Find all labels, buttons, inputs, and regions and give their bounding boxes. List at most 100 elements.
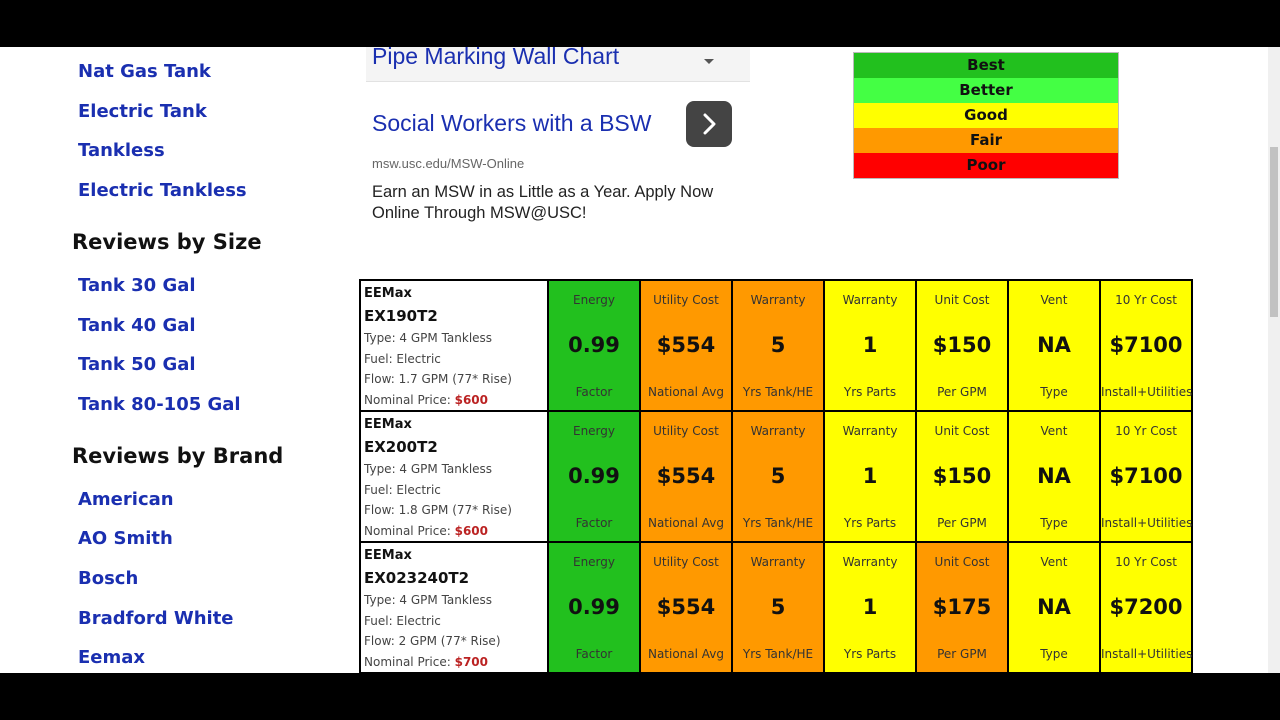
metric-label: Warranty — [750, 555, 806, 569]
metric-value: 1 — [862, 464, 878, 488]
rating-cell-body: 10 Yr Cost $7100 Install+Utilities — [1101, 281, 1192, 410]
rating-cell-body: Vent NA Type — [1009, 543, 1099, 672]
metric-value: $150 — [932, 464, 992, 488]
product-price-line: Nominal Price: $700 — [364, 655, 488, 669]
size-heading: Reviews by Size — [72, 230, 262, 254]
rating-cell: 10 Yr Cost $7100 Install+Utilities — [1099, 279, 1193, 412]
sidebar-link-nat-gas-tank[interactable]: Nat Gas Tank — [78, 61, 211, 82]
rating-cell: Warranty 5 Yrs Tank/HE — [731, 279, 825, 412]
table-row: EEMax EX023240T2 Type: 4 GPM Tankless Fuel:… — [359, 541, 1193, 673]
metric-label: Warranty — [842, 293, 898, 307]
metric-value: $7100 — [1109, 464, 1183, 488]
rating-cell: Vent NA Type — [1007, 541, 1101, 673]
rating-cell: Unit Cost $150 Per GPM — [915, 279, 1009, 412]
metric-label: Unit Cost — [934, 424, 990, 438]
legend-poor: Poor — [854, 153, 1118, 178]
rating-cell: Warranty 1 Yrs Parts — [823, 279, 917, 412]
metric-value: $150 — [932, 333, 992, 357]
sidebar-link-ao-smith[interactable]: AO Smith — [78, 528, 173, 549]
metric-label: Warranty — [842, 555, 898, 569]
metric-label: 10 Yr Cost — [1115, 424, 1177, 438]
sidebar-link-electric-tankless[interactable]: Electric Tankless — [78, 180, 247, 201]
chevron-down-icon — [704, 59, 714, 64]
metric-value: NA — [1037, 595, 1071, 619]
ad-title-link[interactable]: Social Workers with a BSW — [372, 110, 652, 136]
metric-label: Warranty — [750, 293, 806, 307]
metric-unit: Factor — [575, 516, 613, 530]
product-info-cell: EEMax EX200T2 Type: 4 GPM Tankless Fuel: El… — [359, 410, 549, 543]
legend-best: Best — [854, 53, 1118, 78]
metric-unit: Per GPM — [937, 385, 987, 399]
product-brand: EEMax — [364, 417, 412, 432]
ad-description: Earn an MSW in as Little as a Year. Appl… — [372, 183, 714, 222]
sidebar-link-tank-50[interactable]: Tank 50 Gal — [78, 354, 196, 375]
metric-unit: Factor — [575, 647, 613, 661]
rating-cell-body: Energy 0.99 Factor — [549, 281, 639, 410]
metric-label: 10 Yr Cost — [1115, 555, 1177, 569]
metric-label: Energy — [572, 424, 615, 438]
metric-value: 0.99 — [568, 464, 620, 488]
rating-cell: Utility Cost $554 National Avg — [639, 410, 733, 543]
sidebar-link-eemax[interactable]: Eemax — [78, 647, 146, 668]
metric-label: Energy — [572, 555, 615, 569]
sidebar-link-tank-30[interactable]: Tank 30 Gal — [78, 275, 196, 296]
product-info-cell: EEMax EX190T2 Type: 4 GPM Tankless Fuel: El… — [359, 279, 549, 412]
rating-cell: 10 Yr Cost $7200 Install+Utilities — [1099, 541, 1193, 673]
rating-cell: 10 Yr Cost $7100 Install+Utilities — [1099, 410, 1193, 543]
product-table-body: EEMax EX190T2 Type: 4 GPM Tankless Fuel: El… — [359, 279, 1193, 673]
product-table: EEMax EX190T2 Type: 4 GPM Tankless Fuel: El… — [359, 279, 1193, 673]
metric-value: $554 — [656, 464, 716, 488]
rating-cell: Vent NA Type — [1007, 279, 1101, 412]
metric-label: Vent — [1040, 293, 1068, 307]
rating-cell-body: Warranty 5 Yrs Tank/HE — [733, 412, 823, 541]
rating-cell-body: Utility Cost $554 National Avg — [641, 412, 731, 541]
product-flow: Flow: 2 GPM (77* Rise) — [364, 634, 501, 648]
rating-cell: Warranty 5 Yrs Tank/HE — [731, 541, 825, 673]
scrollbar[interactable] — [1268, 47, 1280, 673]
sidebar-link-tankless[interactable]: Tankless — [78, 140, 165, 161]
metric-label: Utility Cost — [653, 293, 719, 307]
sidebar-link-american[interactable]: American — [78, 489, 174, 510]
price-value: $700 — [454, 655, 488, 669]
metric-label: Unit Cost — [934, 293, 990, 307]
product-fuel: Fuel: Electric — [364, 614, 441, 628]
metric-label: Warranty — [750, 424, 806, 438]
metric-unit: Yrs Tank/HE — [742, 647, 814, 661]
metric-unit: National Avg — [647, 647, 725, 661]
product-info: EEMax EX200T2 Type: 4 GPM Tankless Fuel: El… — [361, 412, 547, 541]
product-model: EX190T2 — [364, 307, 438, 325]
rating-cell: Utility Cost $554 National Avg — [639, 541, 733, 673]
sidebar-link-bradford-white[interactable]: Bradford White — [78, 608, 234, 629]
product-info: EEMax EX023240T2 Type: 4 GPM Tankless Fuel:… — [361, 543, 547, 672]
product-type: Type: 4 GPM Tankless — [364, 331, 493, 345]
sidebar-link-electric-tank[interactable]: Electric Tank — [78, 101, 207, 122]
rating-cell-body: Unit Cost $175 Per GPM — [917, 543, 1007, 672]
price-label: Nominal Price: — [364, 393, 451, 407]
price-label: Nominal Price: — [364, 524, 451, 538]
metric-unit: National Avg — [647, 385, 725, 399]
sidebar-link-tank-40[interactable]: Tank 40 Gal — [78, 315, 196, 336]
sidebar-link-bosch[interactable]: Bosch — [78, 568, 139, 589]
rating-cell: Warranty 1 Yrs Parts — [823, 410, 917, 543]
rating-cell: Energy 0.99 Factor — [547, 410, 641, 543]
sidebar-link-tank-80-105[interactable]: Tank 80-105 Gal — [78, 394, 241, 415]
legend-better: Better — [854, 78, 1118, 103]
ad-arrow-button[interactable] — [686, 101, 732, 147]
product-brand: EEMax — [364, 286, 412, 301]
rating-cell: Warranty 5 Yrs Tank/HE — [731, 410, 825, 543]
metric-unit: Type — [1040, 516, 1068, 530]
metric-value: $175 — [932, 595, 992, 619]
ad-dropdown[interactable]: Pipe Marking Wall Chart — [366, 47, 750, 82]
rating-cell-body: Warranty 1 Yrs Parts — [825, 412, 915, 541]
product-type: Type: 4 GPM Tankless — [364, 462, 493, 476]
ad-url: msw.usc.edu/MSW-Online — [372, 156, 525, 171]
rating-cell: Energy 0.99 Factor — [547, 541, 641, 673]
rating-cell-body: Vent NA Type — [1009, 412, 1099, 541]
metric-value: $554 — [656, 333, 716, 357]
product-price-line: Nominal Price: $600 — [364, 393, 488, 407]
rating-cell-body: Unit Cost $150 Per GPM — [917, 281, 1007, 410]
rating-cell-body: 10 Yr Cost $7200 Install+Utilities — [1101, 543, 1192, 672]
scrollbar-thumb[interactable] — [1270, 147, 1278, 317]
metric-value: 5 — [770, 595, 786, 619]
ad-dropdown-label: Pipe Marking Wall Chart — [372, 47, 620, 69]
